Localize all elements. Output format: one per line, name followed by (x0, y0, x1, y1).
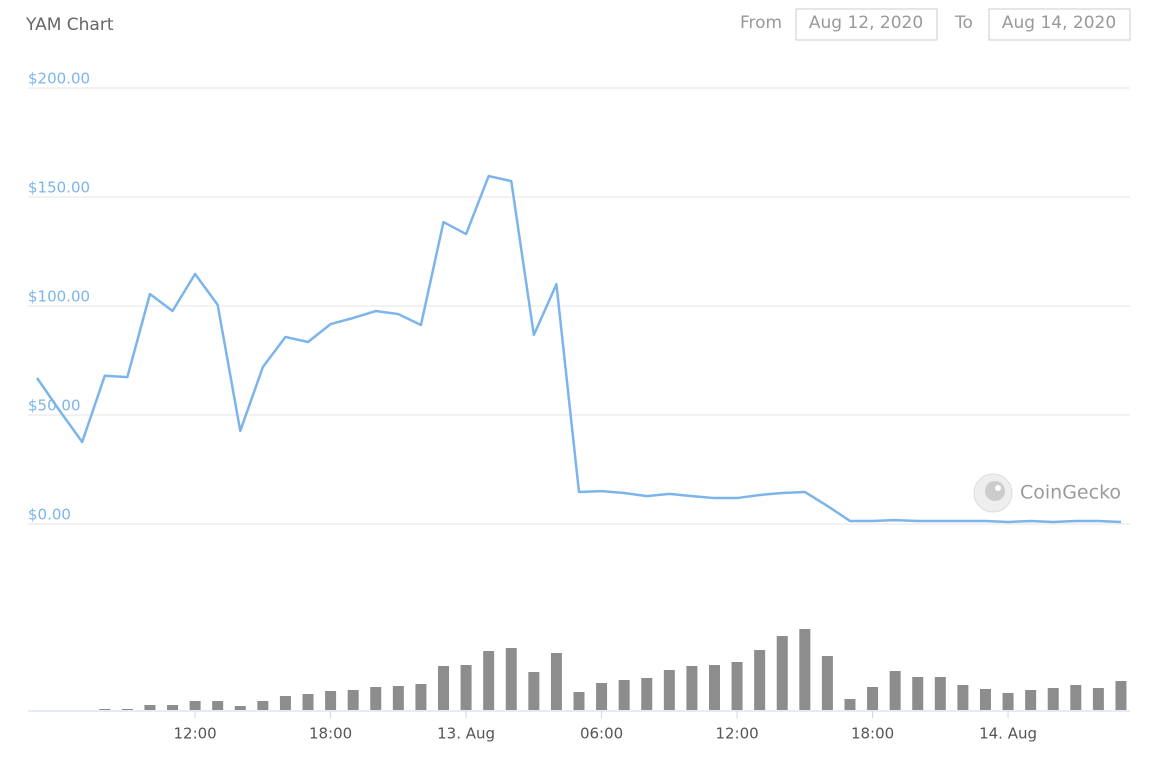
volume-bar (528, 672, 540, 710)
volume-bar (212, 701, 224, 710)
volume-bar (121, 709, 133, 710)
volume-bar (257, 701, 269, 710)
volume-bar (844, 699, 856, 710)
from-label: From (740, 13, 782, 33)
volume-bar (415, 684, 427, 710)
y-tick-label: $100.00 (28, 288, 90, 306)
volume-bar (731, 662, 743, 710)
volume-bar (889, 671, 901, 710)
volume-bar (934, 677, 946, 710)
from-value[interactable]: Aug 12, 2020 (809, 13, 923, 33)
from-input[interactable] (795, 8, 938, 41)
to-label: To (954, 13, 973, 33)
to-value[interactable]: Aug 14, 2020 (1002, 13, 1116, 33)
x-tick-label: 13. Aug (437, 725, 495, 743)
volume-bar (686, 666, 698, 710)
y-tick-label: $150.00 (28, 179, 90, 197)
volume-bar (189, 701, 201, 710)
x-tick-label: 12:00 (715, 725, 758, 743)
volume-bar (302, 694, 314, 710)
volume-bar (99, 709, 111, 710)
volume-bar (1025, 690, 1037, 710)
volume-bar (460, 665, 472, 710)
volume-bar (347, 690, 359, 710)
x-tick-label: 18:00 (309, 725, 352, 743)
volume-bar (279, 696, 291, 710)
volume-bar (754, 650, 766, 710)
volume-bar (641, 678, 653, 710)
chart-title: YAM Chart (25, 15, 114, 35)
volume-bar (144, 705, 156, 710)
volume-bar (392, 686, 404, 710)
volume-bar (618, 680, 630, 710)
volume-bar (1047, 688, 1059, 710)
volume-bar (370, 687, 382, 710)
volume-bar (573, 692, 585, 710)
price-line (36, 174, 1122, 524)
watermark-logo (973, 473, 1013, 513)
volume-bar (799, 629, 811, 710)
volume-bar (1115, 681, 1127, 710)
volume-bar (867, 687, 879, 710)
volume-bar (550, 653, 562, 710)
volume-bar (234, 706, 246, 710)
volume-bar (1092, 688, 1104, 710)
volume-bar (596, 683, 608, 710)
volume-bar (483, 651, 495, 710)
x-tick-label: 12:00 (173, 725, 216, 743)
volume-bar (325, 691, 337, 710)
volume-bar (912, 677, 924, 710)
volume-bar (979, 689, 991, 710)
volume-bar (438, 666, 450, 710)
x-tick-label: 18:00 (851, 725, 894, 743)
volume-bar (167, 705, 179, 710)
volume-bar (663, 670, 675, 710)
watermark: CoinGecko (1020, 482, 1121, 504)
x-tick-label: 14. Aug (979, 725, 1037, 743)
x-tick-label: 06:00 (580, 725, 623, 743)
volume-bar (505, 648, 517, 710)
volume-bar (1002, 693, 1014, 710)
volume-bar (776, 636, 788, 710)
volume-bar (708, 665, 720, 710)
volume-bar (957, 685, 969, 710)
volume-bar (1070, 685, 1082, 710)
y-tick-label: $200.00 (28, 70, 90, 88)
to-input[interactable] (988, 8, 1131, 41)
y-tick-label: $50.00 (28, 397, 81, 415)
y-tick-label: $0.00 (28, 506, 71, 524)
volume-bar (821, 656, 833, 710)
